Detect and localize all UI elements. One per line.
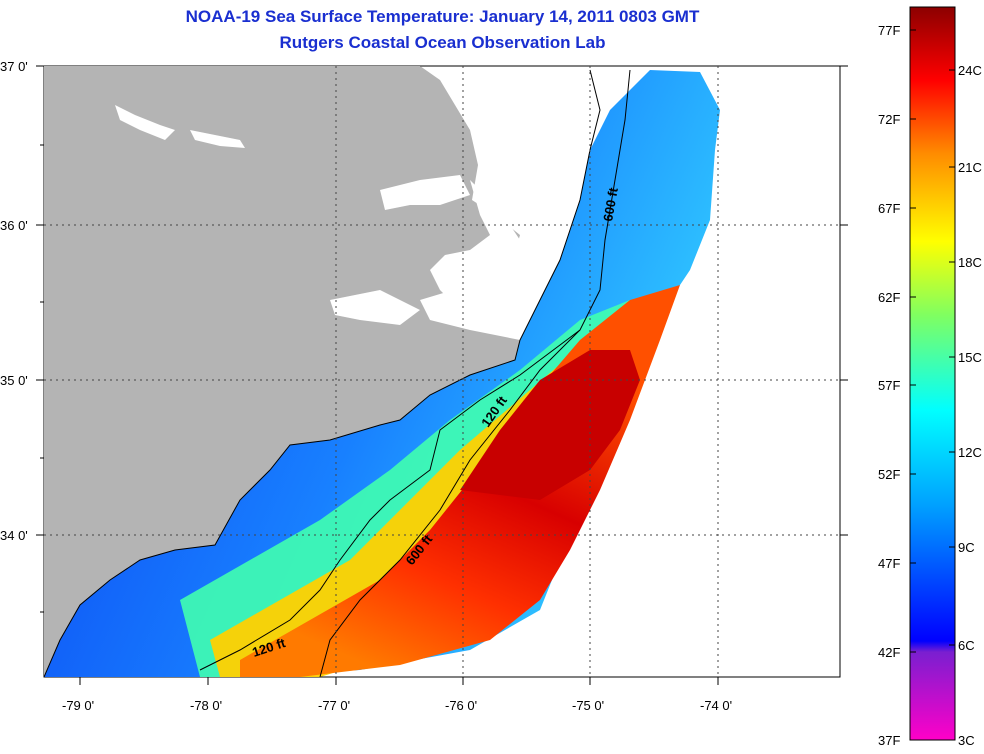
- gulf-stream-core: [460, 350, 640, 500]
- colorbar-ticks: [910, 29, 955, 653]
- lake-drummond: [115, 105, 175, 140]
- map-title: NOAA-19 Sea Surface Temperature: January…: [185, 7, 700, 26]
- contour-120ft: [199, 329, 581, 671]
- cb-f-62: 62F: [878, 290, 900, 305]
- land-area: [44, 66, 520, 677]
- lat-label-36: 36 0': [0, 218, 28, 233]
- cb-f-37: 37F: [878, 733, 900, 748]
- graticule: [44, 66, 840, 677]
- axis-ticks: [36, 65, 848, 685]
- cb-c-6: 6C: [958, 638, 975, 653]
- map-subtitle: Rutgers Coastal Ocean Observation Lab: [279, 33, 606, 52]
- cb-f-42: 42F: [878, 645, 900, 660]
- cb-f-77: 77F: [878, 23, 900, 38]
- lat-label-34: 34 0': [0, 528, 28, 543]
- cb-c-3: 3C: [958, 733, 975, 748]
- cb-f-67: 67F: [878, 201, 900, 216]
- colorbar: [909, 6, 956, 741]
- contour-600ft: [319, 69, 631, 677]
- albemarle-sound: [380, 175, 470, 210]
- cb-f-47: 47F: [878, 556, 900, 571]
- cb-f-52: 52F: [878, 467, 900, 482]
- lon-label-76: -76 0': [445, 698, 477, 713]
- lon-label-78: -78 0': [190, 698, 222, 713]
- cb-c-12: 12C: [958, 445, 982, 460]
- lat-label-35: 35 0': [0, 373, 28, 388]
- cb-f-57: 57F: [878, 378, 900, 393]
- cb-c-18: 18C: [958, 255, 982, 270]
- cb-c-15: 15C: [958, 350, 982, 365]
- lat-label-37: 37 0': [0, 59, 28, 74]
- lon-label-74: -74 0': [700, 698, 732, 713]
- lon-label-79: -79 0': [62, 698, 94, 713]
- coastline: [44, 69, 601, 677]
- cb-c-24: 24C: [958, 63, 982, 78]
- cb-f-72: 72F: [878, 112, 900, 127]
- cb-c-9: 9C: [958, 540, 975, 555]
- lon-label-75: -75 0': [572, 698, 604, 713]
- contour-label-600ft-upper: 600 ft: [600, 186, 621, 223]
- cb-c-21: 21C: [958, 160, 982, 175]
- lon-label-77: -77 0': [318, 698, 350, 713]
- river-inlet: [330, 290, 420, 325]
- pamlico-sound: [430, 180, 525, 310]
- river-james: [190, 130, 245, 148]
